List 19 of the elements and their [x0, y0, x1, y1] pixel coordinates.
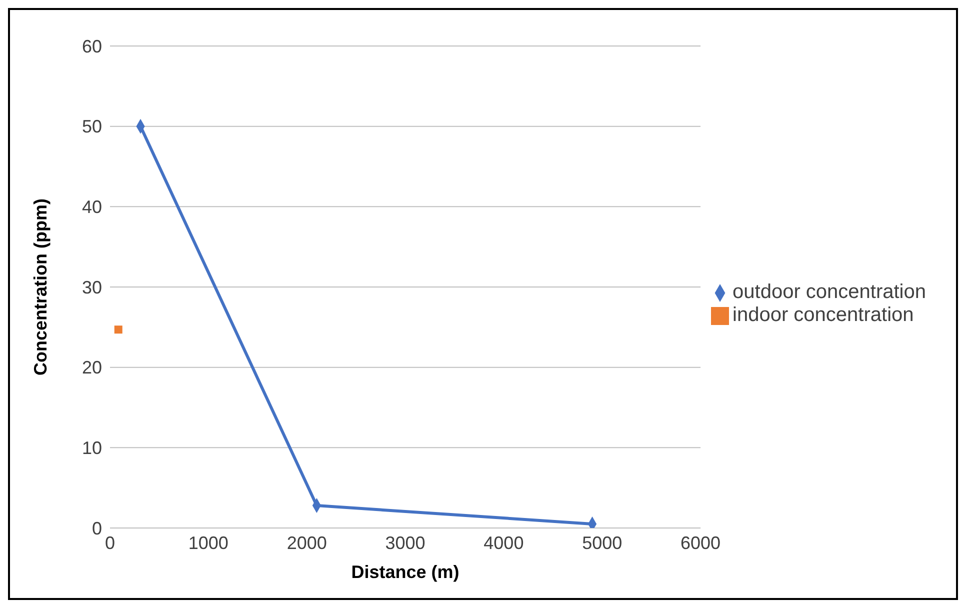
legend-label: indoor concentration [732, 304, 914, 326]
x-tick-label: 4000 [484, 532, 524, 553]
y-tick-label: 20 [82, 358, 102, 378]
y-axis-title: Concentration (ppm) [30, 198, 50, 376]
x-axis-title: Distance (m) [351, 562, 460, 582]
y-tick-label: 0 [92, 518, 102, 538]
legend-label: outdoor concentration [732, 281, 926, 303]
point [114, 326, 122, 334]
x-tick-label: 5000 [582, 532, 622, 553]
y-tick-label: 60 [82, 36, 102, 56]
y-tick-label: 30 [82, 277, 102, 298]
y-tick-label: 50 [82, 116, 102, 137]
x-tick-label: 6000 [680, 532, 721, 553]
x-tick-label: 3000 [385, 532, 426, 553]
y-tick-label: 10 [82, 438, 102, 458]
y-tick-label: 40 [82, 197, 102, 218]
x-tick-label: 1000 [188, 532, 228, 553]
x-tick-label: 2000 [286, 532, 327, 553]
x-tick-label: 0 [104, 532, 116, 553]
